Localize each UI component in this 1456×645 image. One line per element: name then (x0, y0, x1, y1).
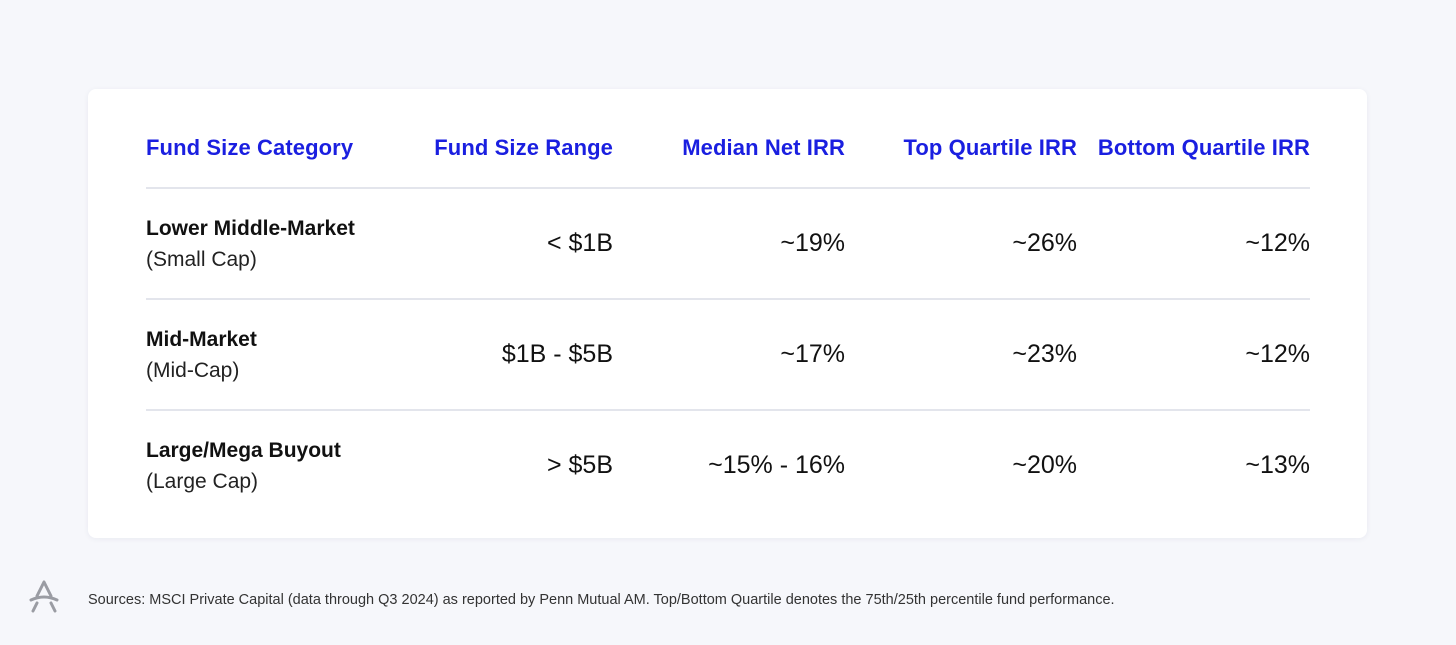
category-name: Large/Mega Buyout (146, 438, 341, 462)
column-header-median: Median Net IRR (682, 135, 845, 160)
footer: Sources: MSCI Private Capital (data thro… (29, 579, 1429, 615)
bottom-quartile-cell: ~12% (1245, 229, 1310, 257)
column-header-bottom-quartile: Bottom Quartile IRR (1097, 135, 1310, 160)
category-name: Lower Middle-Market (146, 216, 355, 240)
a-logo-icon (29, 580, 59, 613)
median-irr-cell: ~17% (780, 340, 845, 368)
category-cell: Large/Mega Buyout (Large Cap) (146, 411, 406, 520)
table-header-row: Fund Size Category Fund Size Range Media… (146, 89, 1310, 189)
category-cell: Mid-Market (Mid-Cap) (146, 300, 406, 409)
bottom-quartile-cell: ~13% (1245, 451, 1310, 479)
column-header-top-quartile: Top Quartile IRR (903, 135, 1077, 160)
range-cell: $1B - $5B (501, 340, 613, 368)
category-subtitle: (Small Cap) (146, 247, 257, 271)
source-note: Sources: MSCI Private Capital (data thro… (88, 592, 1115, 608)
category-name: Mid-Market (146, 327, 257, 351)
irr-table-card: Fund Size Category Fund Size Range Media… (88, 89, 1367, 538)
irr-table: Fund Size Category Fund Size Range Media… (146, 89, 1310, 520)
range-cell: < $1B (546, 229, 613, 257)
top-quartile-cell: ~20% (1012, 451, 1077, 479)
column-header-category: Fund Size Category (146, 135, 354, 160)
category-cell: Lower Middle-Market (Small Cap) (146, 189, 406, 298)
table-row: Mid-Market (Mid-Cap) $1B - $5B ~17% ~23%… (146, 300, 1310, 411)
bottom-quartile-cell: ~12% (1245, 340, 1310, 368)
median-irr-cell: ~19% (780, 229, 845, 257)
table-row: Large/Mega Buyout (Large Cap) > $5B ~15%… (146, 411, 1310, 520)
category-subtitle: (Mid-Cap) (146, 358, 240, 382)
table-row: Lower Middle-Market (Small Cap) < $1B ~1… (146, 189, 1310, 300)
category-subtitle: (Large Cap) (146, 469, 259, 493)
column-header-range: Fund Size Range (434, 135, 613, 160)
median-irr-cell: ~15% - 16% (708, 451, 845, 479)
top-quartile-cell: ~23% (1012, 340, 1077, 368)
range-cell: > $5B (546, 451, 613, 479)
top-quartile-cell: ~26% (1012, 229, 1077, 257)
